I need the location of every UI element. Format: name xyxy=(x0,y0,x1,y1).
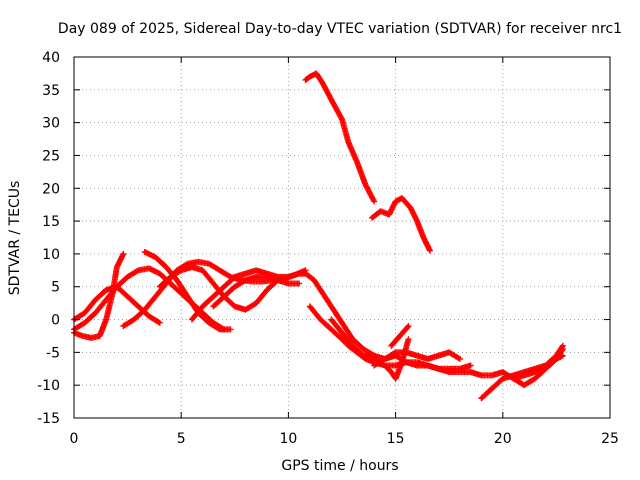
y-tick-label: -15 xyxy=(37,411,60,427)
y-tick-label: -10 xyxy=(37,378,60,394)
y-tick-label: 35 xyxy=(42,83,60,99)
y-axis-label: SDTVAR / TECUs xyxy=(7,181,23,296)
data-point xyxy=(156,319,163,326)
data-point xyxy=(559,352,566,359)
x-tick-label: 0 xyxy=(70,431,79,447)
data-point xyxy=(404,324,411,331)
y-tick-label: 20 xyxy=(42,181,60,197)
axis-ticks: 0 5 10 15 20 25 -15 -10 -5 0 5 10 15 20 25 30 35 40 xyxy=(37,50,619,447)
x-tick-label: 15 xyxy=(387,431,405,447)
data-series-arc-16 xyxy=(302,70,378,205)
plot-frame xyxy=(73,56,611,419)
data-series-arc-12 xyxy=(388,323,412,349)
y-tick-label: -5 xyxy=(46,345,60,361)
data-point xyxy=(405,323,412,330)
data-point xyxy=(456,355,463,362)
data-point xyxy=(227,326,234,333)
data-point xyxy=(426,247,433,254)
data-point xyxy=(371,198,378,205)
data-point xyxy=(120,250,127,257)
y-tick-label: 5 xyxy=(51,280,60,296)
y-tick-label: 30 xyxy=(42,116,60,132)
chart-title: Day 089 of 2025, Sidereal Day-to-day VTE… xyxy=(58,21,622,37)
y-tick-label: 25 xyxy=(42,148,60,164)
data-point xyxy=(296,280,303,287)
x-tick-label: 5 xyxy=(177,431,186,447)
data-point xyxy=(405,336,412,343)
data-series xyxy=(71,70,566,402)
x-tick-label: 25 xyxy=(601,431,619,447)
data-point xyxy=(467,362,474,369)
data-point xyxy=(559,342,566,349)
data-series-arc-1 xyxy=(71,250,127,341)
data-series-arc-13 xyxy=(371,349,463,369)
data-series-arc-8 xyxy=(210,273,303,310)
y-tick-label: 0 xyxy=(51,313,60,329)
y-tick-label: 15 xyxy=(42,214,60,230)
x-tick-label: 20 xyxy=(494,431,512,447)
data-series-arc-17 xyxy=(369,195,433,254)
y-tick-label: 10 xyxy=(42,247,60,263)
data-point xyxy=(559,344,566,351)
x-tick-label: 10 xyxy=(279,431,297,447)
x-axis-label: GPS time / hours xyxy=(281,458,398,474)
data-series-arc-15 xyxy=(510,342,566,382)
y-tick-label: 40 xyxy=(42,50,60,66)
